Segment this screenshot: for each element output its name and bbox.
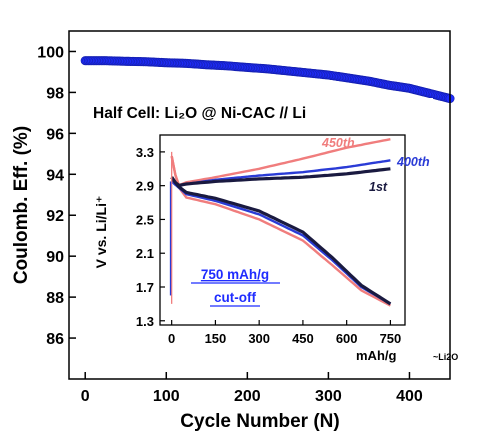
inset-chart: Half Cell: Li₂O @ Ni-CAC // Li 1.3 1.7 2.1… (90, 98, 458, 363)
inset-x-tick-label: 0 (168, 331, 175, 346)
series-label-450th: 450th (321, 136, 355, 150)
inset-curves (169, 138, 392, 307)
inset-x-tick-label: 600 (336, 331, 358, 346)
inset-x-axis-label-suffix: ~Li2O (433, 352, 458, 362)
inset-x-ticks: 0 150 300 450 600 750 (168, 320, 401, 346)
main-y-tick-label: 90 (46, 249, 64, 266)
main-y-axis-label: Coulomb. Eff. (%) (11, 126, 32, 284)
series-label-400th: 400th (396, 155, 430, 169)
main-y-tick-label: 98 (46, 85, 64, 102)
inset-y-tick-label: 1.3 (136, 314, 154, 329)
inset-x-tick-label: 450 (292, 331, 314, 346)
inset-x-tick-label: 750 (380, 331, 402, 346)
inset-y-ticks: 1.3 1.7 2.1 2.5 2.9 3.3 (136, 145, 165, 329)
cutoff-value-label: 750 mAh/g (201, 267, 269, 282)
ce-marker-group (80, 56, 455, 104)
main-x-tick-label: 400 (396, 388, 423, 405)
inset-y-tick-label: 2.1 (136, 246, 154, 261)
main-x-tick-label: 100 (153, 388, 180, 405)
inset-y-tick-label: 1.7 (136, 280, 154, 295)
main-chart: 86 88 90 92 94 96 98 100 0 100 200 300 400 Cycle Nu… (11, 30, 455, 432)
main-x-axis-label: Cycle Number (N) (180, 411, 339, 432)
inset-plot-frame (159, 134, 406, 326)
main-x-tick-label: 200 (234, 388, 261, 405)
main-x-tick-label: 0 (81, 388, 90, 405)
main-y-tick-label: 94 (46, 167, 64, 184)
charge-curve (170, 138, 391, 187)
inset-x-axis-label: mAh/g (356, 348, 397, 363)
inset-title: Half Cell: Li₂O @ Ni-CAC // Li (93, 105, 306, 122)
main-y-ticks: 86 88 90 92 94 96 98 100 (37, 44, 76, 348)
main-y-tick-label: 96 (46, 126, 64, 143)
inset-x-tick-label: 150 (205, 331, 227, 346)
series-label-1st: 1st (369, 180, 388, 194)
main-y-tick-label: 86 (46, 331, 64, 348)
discharge-curve (170, 155, 391, 307)
cutoff-label: cut-off (214, 290, 256, 305)
main-x-ticks: 0 100 200 300 400 (81, 372, 423, 405)
main-x-tick-label: 300 (315, 388, 342, 405)
inset-y-axis-label-text: V vs. Li/Li⁺ (93, 196, 109, 269)
charge-curve (170, 167, 391, 188)
main-plot-frame (68, 30, 451, 380)
inset-title-text: Half Cell: Li₂O @ Ni-CAC // Li (93, 105, 306, 122)
main-y-tick-label: 88 (46, 290, 64, 307)
main-y-tick-label: 100 (37, 44, 64, 61)
main-y-tick-label: 92 (46, 208, 64, 225)
inset-y-tick-label: 3.3 (136, 145, 154, 160)
inset-x-tick-label: 300 (248, 331, 270, 346)
inset-y-tick-label: 2.5 (136, 212, 154, 227)
discharge-curve (170, 176, 392, 306)
inset-y-axis-label: V vs. Li/Li⁺ (93, 196, 109, 269)
inset-y-tick-label: 2.9 (136, 179, 154, 194)
